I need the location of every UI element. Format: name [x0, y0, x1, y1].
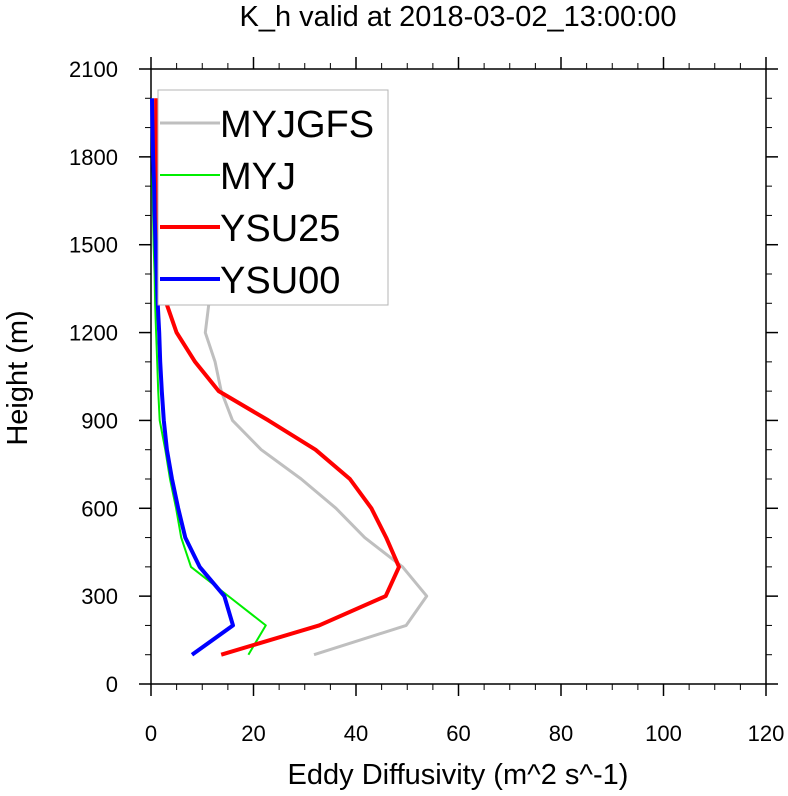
- legend-box: [157, 89, 389, 306]
- legend-label-ysu00: YSU00: [220, 260, 340, 302]
- chart-title: K_h valid at 2018-03-02_13:00:00: [240, 1, 677, 33]
- y-axis-title: Height (m): [2, 310, 34, 445]
- x-tick-label: 40: [344, 721, 368, 746]
- x-tick-label: 100: [645, 721, 682, 746]
- y-tick-label: 0: [106, 672, 118, 697]
- y-tick-label: 300: [81, 584, 118, 609]
- y-tick-label: 1500: [69, 233, 118, 258]
- y-tick-label: 600: [81, 496, 118, 521]
- y-tick-label: 900: [81, 408, 118, 433]
- y-tick-label: 2100: [69, 57, 118, 82]
- x-tick-label: 0: [145, 721, 157, 746]
- legend: MYJGFS MYJ YSU25 YSU00: [157, 89, 389, 306]
- legend-label-myj: MYJ: [220, 156, 296, 198]
- y-tick-label: 1800: [69, 145, 118, 170]
- x-tick-label: 80: [549, 721, 573, 746]
- x-tick-label: 60: [446, 721, 470, 746]
- x-axis: 0 20 40 60 80 100 120: [145, 57, 784, 746]
- legend-label-myjgfs: MYJGFS: [220, 104, 374, 146]
- x-tick-label: 120: [748, 721, 785, 746]
- x-axis-title: Eddy Diffusivity (m^2 s^-1): [288, 759, 629, 791]
- series-line-ysu25: [154, 98, 401, 657]
- y-axis: 0 300 600 900 1200 1500 1800 2100: [69, 57, 778, 697]
- series-line-ysu00: [150, 98, 235, 657]
- y-tick-label: 1200: [69, 321, 118, 346]
- x-tick-label: 20: [241, 721, 265, 746]
- legend-label-ysu25: YSU25: [220, 208, 340, 250]
